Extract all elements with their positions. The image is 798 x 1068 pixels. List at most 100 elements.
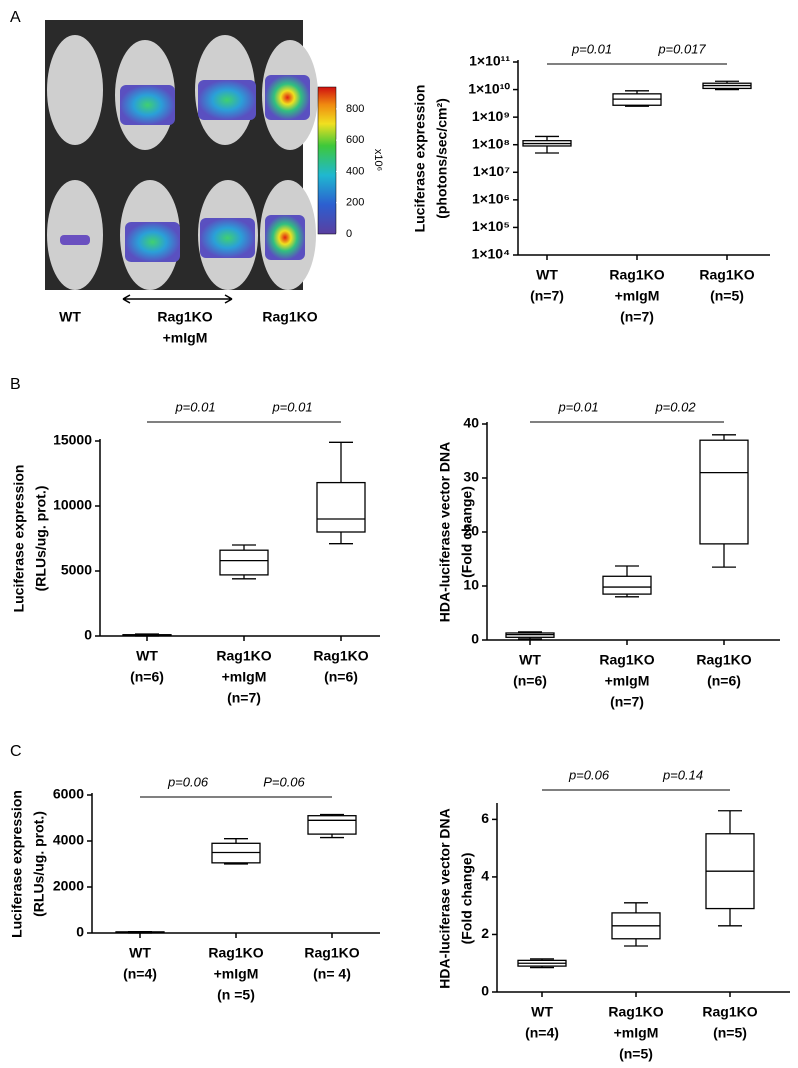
x-tick-label: WT [519, 652, 541, 668]
colorbar-unit: x10⁶ [372, 149, 384, 171]
x-tick-label: (n=7) [620, 309, 654, 325]
x-tick-label: (n=7) [227, 690, 261, 706]
x-tick-label: Rag1KO [216, 648, 271, 664]
x-tick-label: (n=5) [713, 1025, 747, 1041]
y-tick-label: 2 [481, 925, 489, 941]
group-arrow [122, 294, 233, 304]
y-tick-label: 1×10⁸ [472, 135, 510, 151]
x-tick-label: (n=7) [530, 288, 564, 304]
y-axis-label: (Fold change) [459, 853, 475, 945]
panel-label: C [10, 743, 22, 760]
x-tick-label: (n=5) [710, 288, 744, 304]
x-tick-label: +mIgM [605, 673, 650, 689]
colorbar-tick-label: 600 [346, 134, 364, 146]
x-tick-label: (n=6) [513, 673, 547, 689]
p-value: p=0.02 [654, 399, 696, 414]
y-axis-label: (Fold change) [459, 486, 475, 578]
p-value: p=0.06 [568, 767, 610, 782]
x-tick-label: WT [536, 267, 558, 283]
x-tick-label: WT [531, 1004, 553, 1020]
y-tick-label: 6 [481, 810, 489, 826]
p-value: p=0.01 [557, 399, 598, 414]
x-tick-label: (n=6) [707, 673, 741, 689]
x-tick-label: Rag1KO [313, 648, 368, 664]
y-axis-label: HDA-luciferase vector DNA [437, 808, 453, 989]
y-tick-label: 15000 [53, 432, 92, 448]
x-tick-label: +mIgM [615, 288, 660, 304]
group-label: +mIgM [163, 330, 208, 346]
box [699, 439, 749, 545]
p-value: p=0.017 [657, 41, 706, 56]
y-tick-label: 0 [84, 627, 92, 643]
mouse-image [45, 20, 318, 290]
x-tick-label: Rag1KO [599, 652, 654, 668]
y-tick-label: 1×10¹⁰ [468, 80, 510, 96]
y-axis-label: Luciferase expression [412, 85, 428, 233]
x-tick-label: Rag1KO [696, 652, 751, 668]
y-tick-label: 5000 [61, 562, 92, 578]
p-value: P=0.06 [263, 774, 305, 789]
y-tick-label: 1×10⁷ [473, 163, 511, 179]
y-tick-label: 1×10¹¹ [469, 53, 510, 69]
p-value: p=0.01 [271, 399, 312, 414]
p-value: p=0.14 [662, 767, 703, 782]
y-tick-label: 1×10⁹ [472, 108, 510, 124]
x-tick-label: WT [129, 945, 151, 961]
x-tick-label: (n=5) [619, 1046, 653, 1062]
y-tick-label: 10000 [53, 497, 92, 513]
box [316, 481, 366, 533]
panel-label: A [10, 9, 21, 26]
p-value: p=0.01 [571, 41, 612, 56]
x-tick-label: Rag1KO [208, 945, 263, 961]
y-axis-label: Luciferase expression [11, 465, 27, 613]
y-tick-label: 1×10⁵ [472, 218, 510, 234]
x-tick-label: Rag1KO [699, 267, 754, 283]
y-tick-label: 4000 [53, 832, 84, 848]
p-value: p=0.01 [174, 399, 215, 414]
y-tick-label: 1×10⁶ [472, 191, 510, 207]
group-label: Rag1KO [157, 309, 212, 325]
y-axis-label: HDA-luciferase vector DNA [437, 442, 453, 623]
y-tick-label: 4 [481, 868, 489, 884]
box [219, 549, 269, 576]
colorbar-tick-label: 400 [346, 165, 364, 177]
x-tick-label: Rag1KO [608, 1004, 663, 1020]
y-tick-label: 0 [471, 631, 479, 647]
y-tick-label: 6000 [53, 786, 84, 802]
x-tick-label: (n=6) [130, 669, 164, 685]
x-tick-label: (n=4) [123, 966, 157, 982]
colorbar [317, 86, 337, 235]
x-tick-label: WT [136, 648, 158, 664]
x-tick-label: +mIgM [614, 1025, 659, 1041]
colorbar-tick-label: 200 [346, 197, 364, 209]
x-tick-label: +mIgM [214, 966, 259, 982]
y-tick-label: 30 [463, 469, 479, 485]
y-tick-label: 1×10⁴ [472, 246, 511, 262]
y-tick-label: 0 [76, 924, 84, 940]
colorbar-tick-label: 0 [346, 228, 352, 240]
y-tick-label: 40 [463, 415, 479, 431]
x-tick-label: (n=4) [525, 1025, 559, 1041]
x-tick-label: Rag1KO [304, 945, 359, 961]
group-label: Rag1KO [262, 309, 317, 325]
x-tick-label: (n=7) [610, 694, 644, 710]
y-axis-label: (photons/sec/cm²) [434, 98, 450, 219]
y-tick-label: 0 [481, 983, 489, 999]
x-tick-label: (n =5) [217, 987, 255, 1003]
y-axis-label: (RLUs/ug. prot.) [31, 811, 47, 917]
panel-label: B [10, 376, 21, 393]
colorbar-tick-label: 800 [346, 103, 364, 115]
box [307, 815, 357, 835]
y-axis-label: (RLUs/ug. prot.) [33, 486, 49, 592]
box [602, 575, 652, 595]
y-axis-label: Luciferase expression [9, 790, 25, 938]
x-tick-label: Rag1KO [702, 1004, 757, 1020]
y-tick-label: 20 [463, 523, 479, 539]
y-tick-label: 10 [463, 577, 479, 593]
y-tick-label: 2000 [53, 878, 84, 894]
p-value: p=0.06 [167, 774, 209, 789]
x-tick-label: +mIgM [222, 669, 267, 685]
x-tick-label: (n= 4) [313, 966, 351, 982]
